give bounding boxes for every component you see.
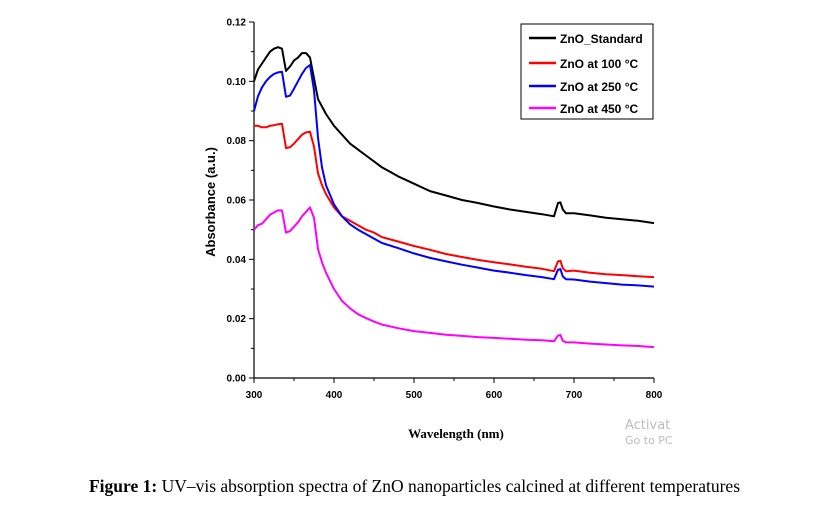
y-tick-label: 0.02 — [227, 314, 247, 325]
series-line-0 — [253, 46, 655, 225]
activation-watermark: Activat Go to PC — [625, 418, 673, 448]
figure-caption: Figure 1: UV–vis absorption spectra of Z… — [0, 476, 829, 497]
x-tick-label: 800 — [646, 390, 663, 401]
legend-box — [520, 23, 654, 120]
y-tick-label: 0.10 — [227, 77, 247, 88]
watermark-line-1: Activat — [625, 418, 671, 433]
series-line-2 — [253, 64, 655, 288]
x-tick-label: 500 — [406, 390, 423, 401]
y-tick-label: 0.08 — [227, 136, 247, 147]
y-tick-label: 0.06 — [227, 196, 247, 207]
legend-label-standard: ZnO_Standard — [560, 32, 643, 46]
series-line-1 — [254, 122, 655, 279]
y-tick-label: 0.12 — [227, 18, 247, 29]
plot-area: 300 400 500 600 700 800 0.000.020.040.060.080… — [227, 18, 663, 402]
series-line-3 — [253, 206, 655, 349]
legend: ZnO_Standard ZnO at 100 °C ZnO at 250 °C… — [520, 23, 654, 120]
caption-text: UV–vis absorption spectra of ZnO nanopar… — [157, 476, 741, 496]
legend-label-450c: ZnO at 450 °C — [560, 102, 638, 116]
x-axis-title: Wavelength (nm) — [408, 426, 504, 441]
y-axis-title: Absorbance (a.u.) — [203, 147, 218, 257]
x-tick-label: 600 — [486, 390, 503, 401]
series-group — [253, 46, 655, 349]
x-tick-label: 300 — [246, 390, 263, 401]
legend-label-250c: ZnO at 250 °C — [560, 80, 638, 94]
y-tick-label: 0.04 — [227, 255, 247, 266]
legend-label-100c: ZnO at 100 °C — [560, 57, 638, 71]
caption-label: Figure 1: — [88, 476, 158, 496]
x-tick-label: 700 — [566, 390, 583, 401]
y-tick-label: 0.00 — [227, 374, 247, 385]
watermark-line-2: Go to PC — [625, 434, 673, 448]
x-tick-label: 400 — [326, 390, 343, 401]
y-ticks: 0.00 0.02 0.04 0.06 0.08 0.10 0.12 — [227, 18, 254, 385]
x-ticks: 300 400 500 600 700 800 — [246, 378, 663, 401]
